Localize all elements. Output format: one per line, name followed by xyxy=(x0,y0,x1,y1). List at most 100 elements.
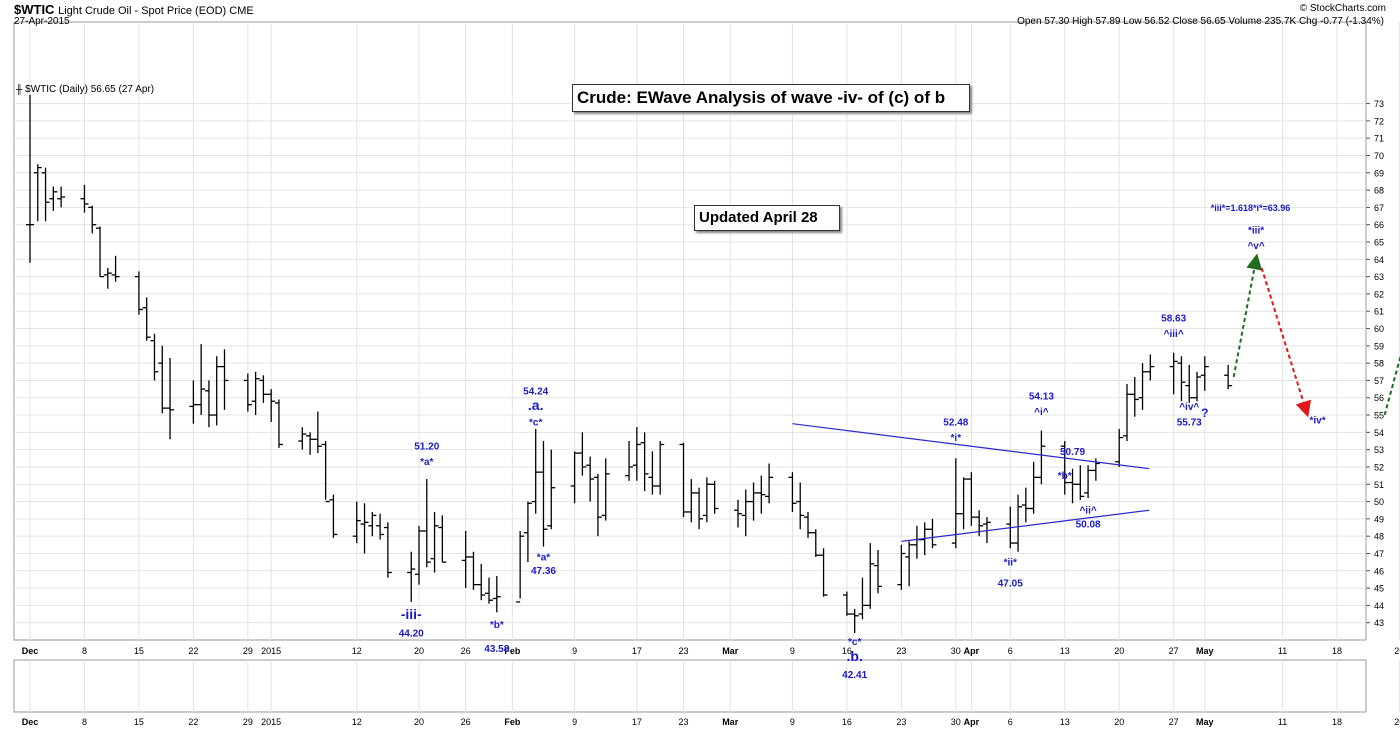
y-tick-label: 45 xyxy=(1374,584,1384,594)
x-tick-label-lower: 12 xyxy=(352,717,362,727)
projection-up-arrow xyxy=(1383,354,1400,416)
x-tick-label: 15 xyxy=(134,646,144,656)
y-tick-label: 73 xyxy=(1374,99,1384,109)
y-tick-label: 67 xyxy=(1374,203,1384,213)
x-tick-label: 27 xyxy=(1169,646,1179,656)
x-tick-label: Feb xyxy=(504,646,521,656)
x-tick-label: 17 xyxy=(632,646,642,656)
x-tick-label: 26 xyxy=(461,646,471,656)
y-tick-label: 54 xyxy=(1374,428,1384,438)
y-tick-label: 58 xyxy=(1374,359,1384,369)
x-tick-label: Apr xyxy=(964,646,980,656)
x-tick-label-lower: 20 xyxy=(414,717,424,727)
y-tick-label: 64 xyxy=(1374,255,1384,265)
x-tick-label-lower: 27 xyxy=(1169,717,1179,727)
x-tick-label: May xyxy=(1196,646,1214,656)
x-tick-label: 23 xyxy=(679,646,689,656)
x-tick-label-lower: 9 xyxy=(572,717,577,727)
wave-label: 50.79 xyxy=(1060,447,1085,458)
x-tick-label: 29 xyxy=(243,646,253,656)
wave-label: *a* xyxy=(537,552,550,563)
x-tick-label-lower: 18 xyxy=(1332,717,1342,727)
y-tick-label: 69 xyxy=(1374,168,1384,178)
price-panel xyxy=(13,21,1367,641)
x-tick-label: 18 xyxy=(1332,646,1342,656)
x-tick-label-lower: 16 xyxy=(842,717,852,727)
y-tick-label: 51 xyxy=(1374,480,1384,490)
x-tick-label-lower: Apr xyxy=(964,717,980,727)
x-tick-label: 11 xyxy=(1278,646,1287,656)
wave-label: *b* xyxy=(1058,471,1072,482)
wave-label: -iii- xyxy=(401,606,422,622)
x-tick-label: 6 xyxy=(1008,646,1013,656)
wave-label: 54.13 xyxy=(1029,391,1054,402)
wave-label: *a* xyxy=(420,457,433,468)
x-tick-label-lower: 26 xyxy=(1394,717,1400,727)
wave-label: .a. xyxy=(528,397,544,413)
y-tick-label: 66 xyxy=(1374,220,1384,230)
x-tick-label-lower: Mar xyxy=(722,717,739,727)
quote-summary: Open 57.30 High 57.89 Low 56.52 Close 56… xyxy=(1017,16,1384,27)
wave-label: *i* xyxy=(951,433,962,444)
wave-label: ^v^ xyxy=(1247,241,1264,252)
wave-label: 58.63 xyxy=(1161,314,1186,325)
wave-label: 55.73 xyxy=(1177,417,1202,428)
x-tick-label-lower: May xyxy=(1196,717,1214,727)
x-tick-label: 22 xyxy=(188,646,198,656)
x-tick-label-lower: 23 xyxy=(896,717,906,727)
symbol-description: Light Crude Oil - Spot Price (EOD) CME xyxy=(58,5,254,17)
x-tick-label: 23 xyxy=(896,646,906,656)
x-tick-label: 9 xyxy=(572,646,577,656)
y-tick-label: 62 xyxy=(1374,289,1384,299)
x-tick-label-lower: 29 xyxy=(243,717,253,727)
updated-box: Updated April 28 xyxy=(694,205,840,231)
wave-label: 47.36 xyxy=(531,566,556,577)
x-tick-label: 13 xyxy=(1060,646,1070,656)
x-tick-label-lower: 8 xyxy=(82,717,87,727)
y-tick-label: 57 xyxy=(1374,376,1384,386)
y-tick-label: 43 xyxy=(1374,618,1384,628)
y-tick-label: 47 xyxy=(1374,549,1384,559)
projection-up-arrow xyxy=(1232,253,1263,378)
wave-label: 54.24 xyxy=(523,386,548,397)
x-tick-label: Mar xyxy=(722,646,739,656)
x-tick-label-lower: 15 xyxy=(134,717,144,727)
symbol: $WTIC xyxy=(14,2,55,17)
x-tick-label-lower: 13 xyxy=(1060,717,1070,727)
chart-date: 27-Apr-2015 xyxy=(14,16,70,27)
x-tick-label-lower: 6 xyxy=(1008,717,1013,727)
x-tick-label-lower: 22 xyxy=(188,717,198,727)
y-tick-label: 63 xyxy=(1374,272,1384,282)
x-tick-label: 9 xyxy=(790,646,795,656)
wave-label: *iv* xyxy=(1309,416,1325,427)
series-legend: ╫ $WTIC (Daily) 56.65 (27 Apr) xyxy=(16,84,154,95)
y-tick-label: 50 xyxy=(1374,497,1384,507)
wave-label: 43.58 xyxy=(484,644,509,655)
wave-label: 47.05 xyxy=(998,578,1023,589)
x-tick-label: 12 xyxy=(352,646,362,656)
x-tick-label-lower: 11 xyxy=(1278,717,1287,727)
wave-label: *c* xyxy=(848,637,861,648)
y-tick-label: 71 xyxy=(1374,134,1384,144)
wave-label: 51.20 xyxy=(414,442,439,453)
wave-label: ^i^ xyxy=(1034,407,1049,418)
x-tick-label: 30 xyxy=(951,646,961,656)
chart-title-box: Crude: EWave Analysis of wave -iv- of (c… xyxy=(572,84,970,112)
wave-label: ? xyxy=(1201,406,1208,420)
trendline xyxy=(901,509,1150,542)
x-tick-label: 2015 xyxy=(261,646,281,656)
y-tick-label: 61 xyxy=(1374,307,1384,317)
x-tick-label: Dec xyxy=(22,646,39,656)
trendline xyxy=(792,423,1150,470)
wave-label: *b* xyxy=(490,620,504,631)
x-tick-label-lower: 20 xyxy=(1114,717,1124,727)
wave-label: ^ii^ xyxy=(1079,506,1096,517)
x-tick-label-lower: Feb xyxy=(504,717,521,727)
y-tick-label: 56 xyxy=(1374,393,1384,403)
lower-panel xyxy=(13,659,1367,713)
wave-label: *c* xyxy=(529,417,542,428)
series-legend-text: $WTIC (Daily) 56.65 (27 Apr) xyxy=(25,84,155,95)
wave-label: ^iii^ xyxy=(1164,329,1184,340)
wave-label: ^iv^ xyxy=(1179,402,1199,413)
y-tick-label: 48 xyxy=(1374,532,1384,542)
